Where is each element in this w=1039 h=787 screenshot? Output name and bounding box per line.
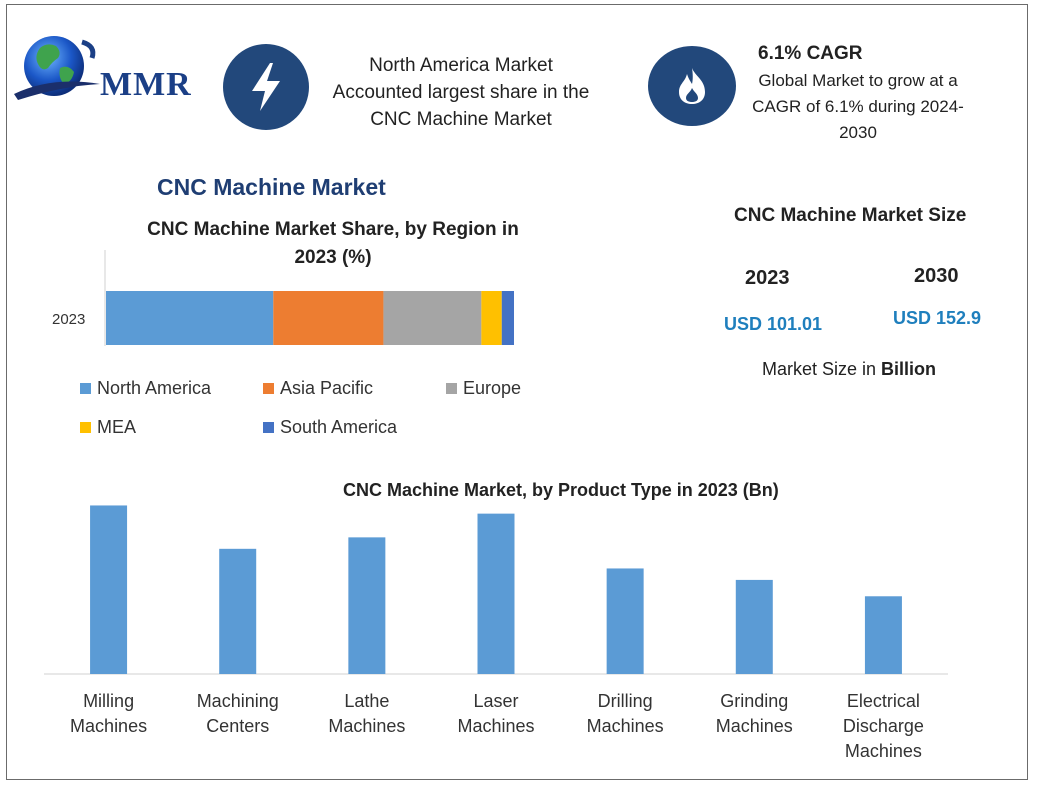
year-2023: 2023	[745, 267, 790, 289]
flame-icon-badge	[648, 46, 736, 126]
legend-label: South America	[280, 417, 398, 437]
region-chart-title: CNC Machine Market Share, by Region in 2…	[100, 216, 566, 272]
flame-icon	[679, 68, 705, 104]
region-bar-segment	[383, 291, 482, 345]
product-category-label: Grinding Machines	[716, 691, 793, 736]
logo: MMR	[12, 28, 207, 108]
highlight1-line: CNC Machine Market	[370, 109, 552, 130]
market-size-note-unit: Billion	[881, 359, 937, 379]
highlight1-line: Accounted largest share in the	[332, 82, 590, 103]
product-bar	[477, 513, 515, 674]
legend-swatch	[80, 422, 91, 433]
product-bar	[735, 579, 773, 674]
legend-label: Asia Pacific	[280, 378, 374, 398]
highlight1-line: North America Market	[369, 55, 553, 76]
product-chart-title: CNC Machine Market, by Product Type in 2…	[343, 480, 779, 500]
region-legend: North America Asia Pacific Europe MEA South …	[80, 378, 550, 448]
legend-label: MEA	[97, 417, 137, 437]
region-bar-segment	[501, 291, 514, 345]
region-legend-item: Asia Pacific	[263, 378, 373, 399]
product-bar	[90, 505, 128, 674]
market-size-note-prefix: Market Size in	[762, 359, 882, 379]
product-bar	[348, 537, 386, 674]
value-2023: USD 101.01	[724, 314, 823, 334]
highlight-north-america: North America Market Accounted largest s…	[310, 52, 612, 133]
region-legend-item: South America	[263, 417, 397, 438]
globe-icon	[14, 36, 100, 100]
product-bar	[864, 596, 902, 674]
year-2030: 2030	[914, 265, 959, 287]
product-type-chart: Milling Machines Machining Centers Lathe Mach…	[44, 505, 948, 761]
logo-text: MMR	[100, 66, 192, 103]
cagr-title: 6.1% CAGR	[758, 43, 863, 64]
market-size-note: Market Size in Billion	[762, 359, 936, 380]
region-bar-segment	[481, 291, 502, 345]
region-bar-segment	[273, 291, 384, 345]
highlight2-line: CAGR of 6.1% during 2024-	[752, 97, 964, 116]
product-category-label: Lathe Machines	[328, 691, 405, 736]
region-chart-category-label: 2023	[52, 311, 85, 328]
legend-swatch	[80, 383, 91, 394]
product-category-label: Drilling Machines	[587, 691, 664, 736]
lightning-icon-badge	[223, 44, 309, 130]
legend-label: North America	[97, 378, 212, 398]
region-share-chart: 2023	[52, 250, 514, 346]
product-bar	[606, 568, 644, 674]
legend-swatch	[263, 383, 274, 394]
region-chart-title-line: 2023 (%)	[294, 247, 372, 268]
legend-swatch	[263, 422, 274, 433]
market-size-title: CNC Machine Market Size	[734, 205, 967, 226]
highlight-cagr: Global Market to grow at a CAGR of 6.1% …	[740, 68, 976, 146]
product-category-label: Electrical Discharge Machines	[843, 691, 924, 761]
highlight2-line: Global Market to grow at a	[758, 71, 958, 90]
region-legend-item: North America	[80, 378, 211, 399]
page-title: CNC Machine Market	[157, 174, 386, 200]
region-legend-item: Europe	[446, 378, 521, 399]
product-category-label: Milling Machines	[70, 691, 147, 736]
highlight2-line: 2030	[839, 123, 877, 142]
product-category-label: Laser Machines	[457, 691, 534, 736]
lightning-icon	[252, 63, 280, 111]
infographic-frame	[6, 4, 1028, 780]
legend-label: Europe	[463, 378, 522, 398]
region-chart-title-line: CNC Machine Market Share, by Region in	[147, 219, 519, 240]
region-bar-segment	[106, 291, 274, 345]
product-category-label: Machining Centers	[197, 691, 279, 736]
region-legend-item: MEA	[80, 417, 136, 438]
product-bar	[219, 548, 257, 674]
legend-swatch	[446, 383, 457, 394]
value-2030: USD 152.9	[893, 308, 982, 328]
